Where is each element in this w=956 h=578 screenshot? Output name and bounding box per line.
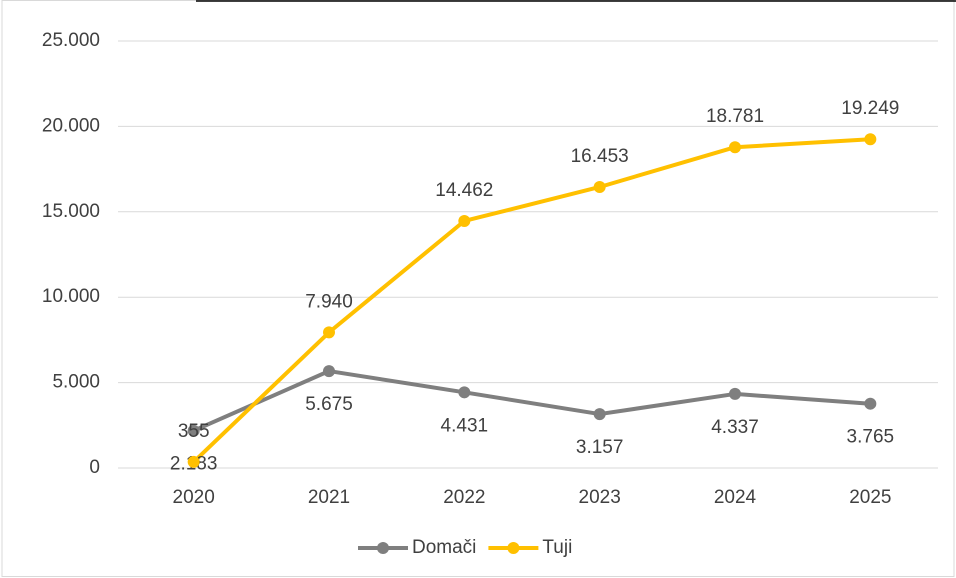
data-label: 355 — [178, 421, 210, 442]
x-tick-label: 2021 — [308, 487, 350, 508]
legend-label: Domači — [412, 537, 476, 558]
data-point — [187, 455, 200, 468]
y-tick-label: 20.000 — [42, 115, 100, 136]
data-label: 19.249 — [841, 98, 899, 119]
data-label: 3.765 — [847, 427, 895, 448]
series-line — [191, 369, 873, 433]
data-point — [864, 397, 877, 410]
y-tick-label: 10.000 — [42, 286, 100, 307]
data-label: 7.940 — [305, 291, 353, 312]
x-tick-label: 2022 — [443, 487, 485, 508]
data-point — [458, 214, 471, 227]
data-label: 3.157 — [576, 437, 624, 458]
x-tick-label: 2020 — [173, 487, 215, 508]
data-label: 5.675 — [305, 394, 353, 415]
data-label: 4.337 — [711, 417, 759, 438]
data-label: 16.453 — [571, 146, 629, 167]
legend-marker — [507, 542, 520, 554]
data-point — [458, 386, 471, 399]
x-tick-label: 2025 — [849, 487, 891, 508]
data-label: 18.781 — [706, 106, 764, 127]
legend-label: Tuji — [542, 537, 572, 558]
data-point — [323, 365, 335, 378]
data-point — [187, 424, 200, 437]
x-tick-label: 2023 — [579, 487, 621, 508]
data-label: 14.462 — [435, 180, 493, 201]
data-point — [729, 141, 741, 154]
data-point — [323, 326, 335, 339]
series-line — [191, 137, 873, 464]
legend-marker — [377, 542, 389, 554]
y-tick-label: 0 — [89, 457, 100, 478]
y-tick-label: 15.000 — [42, 201, 100, 222]
data-point — [593, 180, 606, 193]
data-point — [593, 408, 606, 421]
y-tick-label: 25.000 — [42, 30, 100, 51]
data-label: 4.431 — [441, 415, 489, 436]
y-tick-label: 5.000 — [52, 372, 100, 393]
x-tick-label: 2024 — [714, 487, 757, 508]
data-point — [864, 133, 877, 146]
data-point — [729, 387, 741, 400]
